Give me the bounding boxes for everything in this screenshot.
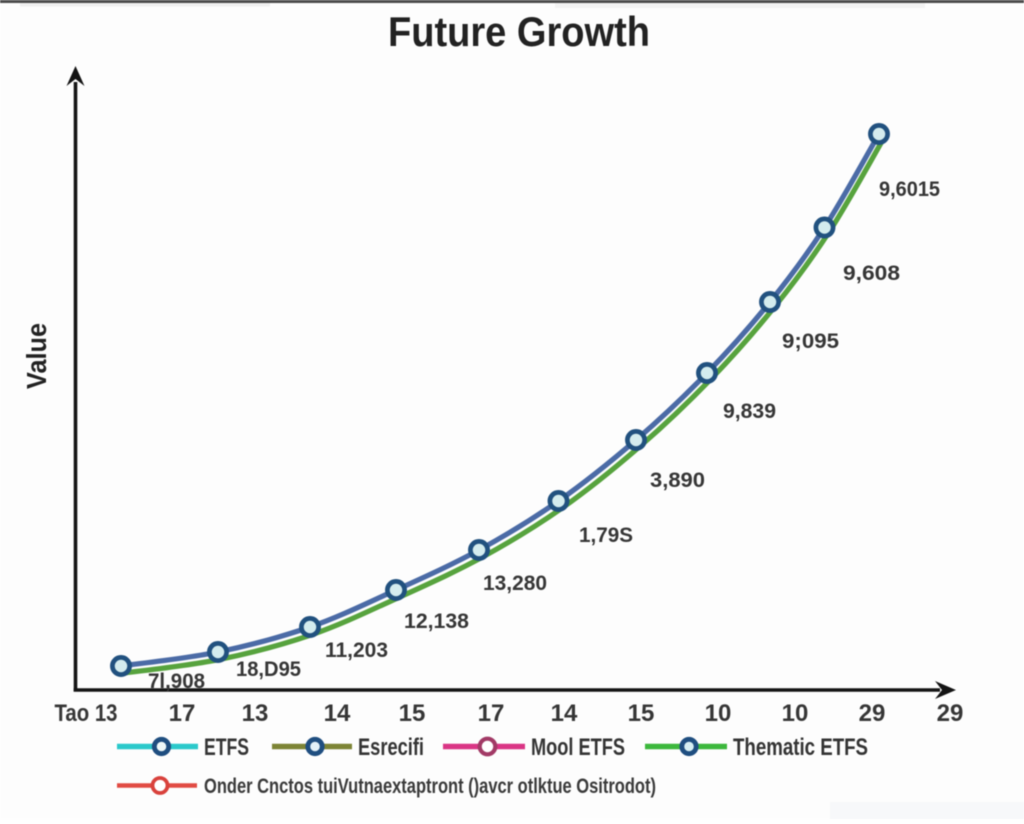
svg-text:10: 10 — [782, 700, 809, 727]
svg-text:11,203: 11,203 — [325, 639, 388, 662]
svg-text:Mool ETFS: Mool ETFS — [531, 734, 625, 761]
svg-text:9,608: 9,608 — [843, 262, 900, 285]
svg-text:17: 17 — [478, 700, 505, 727]
svg-text:Esrecifi: Esrecifi — [358, 734, 424, 761]
svg-text:9;095: 9;095 — [782, 330, 839, 353]
svg-text:Future Growth: Future Growth — [388, 8, 650, 55]
svg-text:9,6015: 9,6015 — [879, 178, 940, 201]
svg-text:Thematic ETFS: Thematic ETFS — [733, 734, 868, 761]
svg-text:10: 10 — [705, 700, 732, 727]
svg-text:15: 15 — [399, 700, 426, 727]
svg-text:29: 29 — [859, 700, 886, 727]
svg-text:3,890: 3,890 — [650, 469, 705, 492]
svg-text:29: 29 — [937, 700, 964, 727]
svg-text:18,D95: 18,D95 — [236, 658, 301, 681]
svg-text:7l,908: 7l,908 — [148, 670, 205, 693]
svg-text:12,138: 12,138 — [404, 610, 469, 633]
svg-text:13: 13 — [242, 700, 269, 727]
svg-text:Onder Cnctos tuiVutnaextaptron: Onder Cnctos tuiVutnaextaptront ()avcr o… — [204, 775, 656, 798]
svg-text:Tao 13: Tao 13 — [55, 700, 118, 727]
svg-text:14: 14 — [551, 700, 578, 727]
svg-text:15: 15 — [628, 700, 655, 727]
svg-text:1,79S: 1,79S — [579, 524, 633, 547]
svg-text:Value: Value — [21, 323, 52, 389]
svg-text:14: 14 — [324, 700, 351, 727]
svg-text:9,839: 9,839 — [723, 400, 776, 423]
svg-text:17: 17 — [169, 700, 196, 727]
svg-text:13,280: 13,280 — [483, 572, 547, 595]
svg-text:ETFS: ETFS — [204, 734, 249, 761]
